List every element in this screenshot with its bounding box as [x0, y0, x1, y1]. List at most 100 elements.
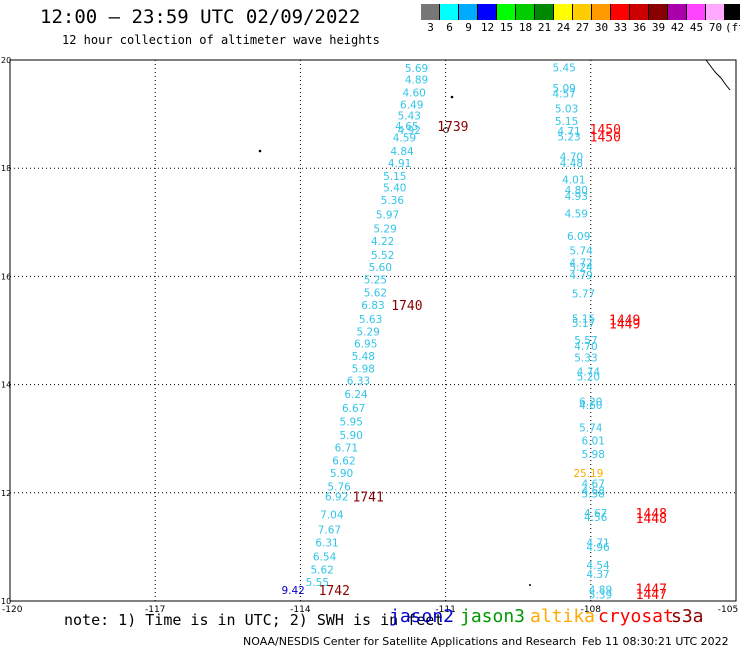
- wave-height-value: 4.92: [398, 125, 421, 137]
- scale-label: 45: [689, 21, 704, 34]
- scale-swatch: [497, 4, 516, 20]
- wave-height-value: 6.31: [315, 538, 338, 550]
- wave-height-value: 6.54: [313, 552, 337, 564]
- wave-height-value: 25.19: [573, 468, 603, 480]
- wave-height-value: 5.62: [364, 288, 387, 300]
- wave-height-value: 7.04: [320, 509, 344, 521]
- scale-swatch: [687, 4, 706, 20]
- island-marker: [450, 95, 454, 99]
- lon-tick-label: -120: [2, 605, 23, 615]
- scale-swatch: [668, 4, 687, 20]
- wave-height-value: 5.95: [340, 416, 363, 428]
- pass-time-label: 1447: [636, 588, 667, 603]
- wave-height-value: 4.65: [395, 121, 418, 133]
- lon-tick-label: -117: [145, 605, 165, 615]
- wave-height-value: 4.67: [584, 508, 607, 520]
- wave-height-value: 5.45: [552, 63, 575, 75]
- wave-height-value: 4.70: [574, 341, 597, 353]
- wave-height-value: 4.59: [393, 132, 416, 144]
- coastline: [705, 59, 731, 91]
- scale-label: 15: [499, 21, 514, 34]
- pass-time-label: 1739: [437, 120, 468, 135]
- scale-swatch: [706, 4, 725, 20]
- lat-tick-label: 14: [1, 381, 11, 390]
- scale-swatch: [478, 4, 497, 20]
- scale-label: 39: [651, 21, 666, 34]
- map-subtitle: 12 hour collection of altimeter wave hei…: [62, 33, 380, 47]
- wave-height-value: 4.91: [388, 158, 411, 170]
- wave-height-value: 4.71: [586, 538, 609, 550]
- credit-text: NOAA/NESDIS Center for Satellite Applica…: [243, 635, 577, 648]
- pass-time-label: 1449: [609, 314, 640, 329]
- wave-height-value: 5.98: [352, 363, 375, 375]
- scale-label: 21: [537, 21, 552, 34]
- wave-height-value: 4.56: [584, 512, 608, 524]
- wave-height-value: 7.67: [318, 525, 341, 537]
- scale-label: 18: [518, 21, 533, 34]
- wave-height-value: 5.29: [373, 223, 396, 235]
- lat-tick-label: 16: [1, 272, 11, 281]
- scale-label: 9: [465, 21, 472, 34]
- wave-height-value: 5.24: [569, 262, 593, 274]
- wave-height-value: 6.62: [332, 455, 355, 467]
- lon-tick-label: -105: [718, 605, 738, 615]
- scale-swatch: [725, 4, 740, 20]
- wave-height-value: 5.97: [376, 210, 399, 222]
- scale-swatch: [649, 4, 668, 20]
- scale-swatch: [535, 4, 554, 20]
- wave-height-value: 5.15: [555, 116, 578, 128]
- wave-height-value: 5.98: [582, 449, 605, 461]
- wave-height-value: 6.95: [354, 338, 377, 350]
- wave-height-value: 6.92: [325, 492, 348, 504]
- island-marker: [258, 149, 262, 153]
- wave-height-value: 4.48: [560, 158, 583, 170]
- pass-time-label: 1449: [609, 317, 640, 332]
- pass-time-label: 1447: [636, 583, 667, 598]
- legend-jason2: jason2: [389, 606, 455, 627]
- pass-time-label: 1742: [319, 584, 350, 599]
- scale-swatch: [459, 4, 478, 20]
- wave-height-value: 4.80: [565, 185, 588, 197]
- pass-time-label: 1450: [590, 123, 621, 138]
- island-marker: [443, 127, 449, 133]
- lat-tick-label: 12: [1, 489, 11, 498]
- wave-height-value: 6.71: [335, 442, 358, 454]
- wave-height-value: 9.42: [281, 585, 304, 597]
- wave-height-value: 4.54: [586, 560, 610, 572]
- scale-label: 24: [556, 21, 571, 34]
- wave-height-value: 5.76: [327, 481, 351, 493]
- wave-height-value: 4.67: [582, 479, 605, 491]
- wave-height-value: 5.60: [369, 262, 392, 274]
- scale-label: 6: [446, 21, 453, 34]
- scale-label: 30: [594, 21, 609, 34]
- wave-height-value: 5.74: [579, 422, 603, 434]
- pass-time-label: 1450: [590, 130, 621, 145]
- wave-height-value: 5.39: [589, 590, 612, 602]
- wave-height-value: 5.23: [557, 131, 580, 143]
- wave-height-value: 5.57: [574, 335, 597, 347]
- wave-height-value: 5.38: [582, 488, 605, 500]
- pass-time-label: 1741: [353, 491, 384, 506]
- scale-swatch: [421, 4, 440, 20]
- pass-time-label: 1448: [636, 507, 667, 522]
- scale-label: 27: [575, 21, 590, 34]
- wave-height-value: 5.09: [552, 83, 575, 95]
- wave-height-value: 5.29: [356, 327, 379, 339]
- map-title: 12:00 – 23:59 UTC 02/09/2022: [40, 6, 361, 28]
- pass-time-label: 1740: [391, 299, 422, 314]
- wave-height-value: 4.60: [579, 400, 602, 412]
- timestamp-text: Feb 11 08:30:21 UTC 2022: [582, 635, 729, 648]
- wave-height-value: 4.93: [565, 191, 588, 203]
- wave-height-value: 5.20: [577, 371, 600, 383]
- scale-label: 42: [670, 21, 685, 34]
- lat-tick-label: 18: [1, 164, 11, 173]
- color-scale: [421, 4, 740, 20]
- wave-height-value: 5.43: [398, 111, 421, 123]
- scale-label: 70: [708, 21, 723, 34]
- wave-height-value: 4.22: [371, 236, 394, 248]
- pass-time-label: 1448: [636, 512, 667, 527]
- wave-height-value: 5.15: [572, 314, 595, 326]
- legend-s3a: s3a: [671, 606, 704, 627]
- wave-height-value: 5.33: [574, 353, 597, 365]
- scale-swatch: [611, 4, 630, 20]
